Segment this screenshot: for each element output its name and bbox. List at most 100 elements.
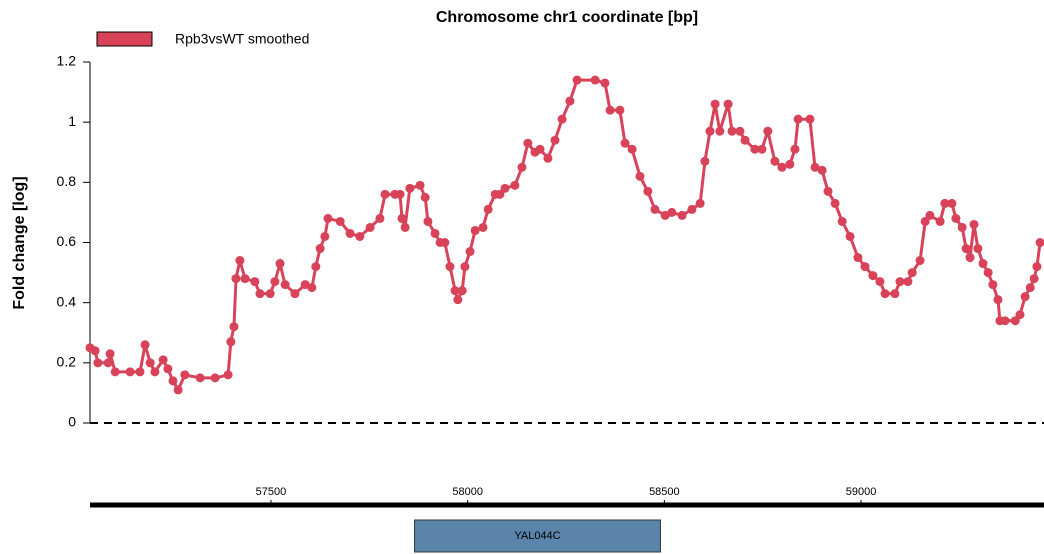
data-point (740, 135, 750, 145)
data-point (140, 340, 150, 350)
data-point (135, 367, 145, 377)
data-point (880, 289, 890, 299)
data-point (355, 231, 365, 241)
y-tick-label: 1 (68, 113, 76, 129)
data-point (735, 126, 745, 136)
data-point (453, 295, 463, 305)
data-point (300, 280, 310, 290)
data-point (793, 114, 803, 124)
data-point (860, 262, 870, 272)
data-point (700, 156, 710, 166)
data-point (290, 289, 300, 299)
data-point (255, 289, 265, 299)
data-point (270, 277, 280, 287)
data-point (723, 99, 733, 109)
data-point (105, 349, 115, 359)
data-point (837, 216, 847, 226)
data-point (430, 228, 440, 238)
data-point (470, 225, 480, 235)
data-point (420, 192, 430, 202)
data-point (1032, 262, 1042, 272)
data-point (845, 231, 855, 241)
data-point (868, 271, 878, 281)
data-point (323, 213, 333, 223)
data-point (510, 180, 520, 190)
data-point (915, 256, 925, 266)
data-point (145, 358, 155, 368)
data-point (935, 216, 945, 226)
data-point (1015, 310, 1025, 320)
data-point (543, 153, 553, 163)
data-point (465, 247, 475, 257)
y-tick-label: 1.2 (57, 53, 77, 69)
data-point (790, 144, 800, 154)
y-tick-label: 0.2 (57, 354, 77, 370)
data-point (500, 183, 510, 193)
data-point (961, 244, 971, 254)
data-point (517, 162, 527, 172)
data-point (231, 274, 241, 284)
data-point (770, 156, 780, 166)
data-point (320, 231, 330, 241)
data-point (235, 256, 245, 266)
data-point (853, 253, 863, 263)
data-point (229, 322, 239, 332)
data-point (240, 274, 250, 284)
data-point (210, 373, 220, 383)
data-point (445, 262, 455, 272)
data-point (615, 105, 625, 115)
data-point (307, 283, 317, 293)
data-point (727, 126, 737, 136)
data-point (395, 189, 405, 199)
data-point (478, 222, 488, 232)
data-point (223, 370, 233, 380)
data-point (951, 213, 961, 223)
legend-swatch (96, 31, 153, 47)
data-point (125, 367, 135, 377)
data-point (93, 358, 103, 368)
data-point (483, 204, 493, 214)
data-point (265, 289, 275, 299)
data-point (600, 78, 610, 88)
data-point (750, 144, 760, 154)
data-point (173, 385, 183, 395)
data-point (380, 189, 390, 199)
data-point (423, 216, 433, 226)
data-point (103, 358, 113, 368)
data-point (1035, 238, 1044, 247)
data-point (925, 210, 935, 220)
chart-title: Chromosome chr1 coordinate [bp] (436, 9, 698, 26)
data-point (988, 280, 998, 290)
data-point (168, 376, 178, 386)
data-point (805, 114, 815, 124)
data-point (195, 373, 205, 383)
data-point (947, 198, 957, 208)
data-point (460, 262, 470, 272)
data-point (895, 277, 905, 287)
data-point (397, 213, 407, 223)
data-point (345, 228, 355, 238)
x-tick-label: 57500 (256, 486, 287, 498)
data-point (627, 144, 637, 154)
data-point (973, 244, 983, 254)
data-point (495, 189, 505, 199)
data-point (605, 105, 615, 115)
data-point (993, 295, 1003, 305)
data-point (335, 216, 345, 226)
data-point (907, 268, 917, 278)
data-point (226, 337, 236, 347)
data-point (590, 75, 600, 85)
data-point (903, 277, 913, 287)
data-point (315, 244, 325, 254)
gene-box (414, 519, 661, 553)
data-point (667, 207, 677, 217)
data-point (890, 289, 900, 299)
data-point (365, 222, 375, 232)
data-point (400, 222, 410, 232)
data-point (777, 162, 787, 172)
data-point (660, 210, 670, 220)
data-point (535, 144, 545, 154)
data-point (710, 99, 720, 109)
data-point (550, 135, 560, 145)
